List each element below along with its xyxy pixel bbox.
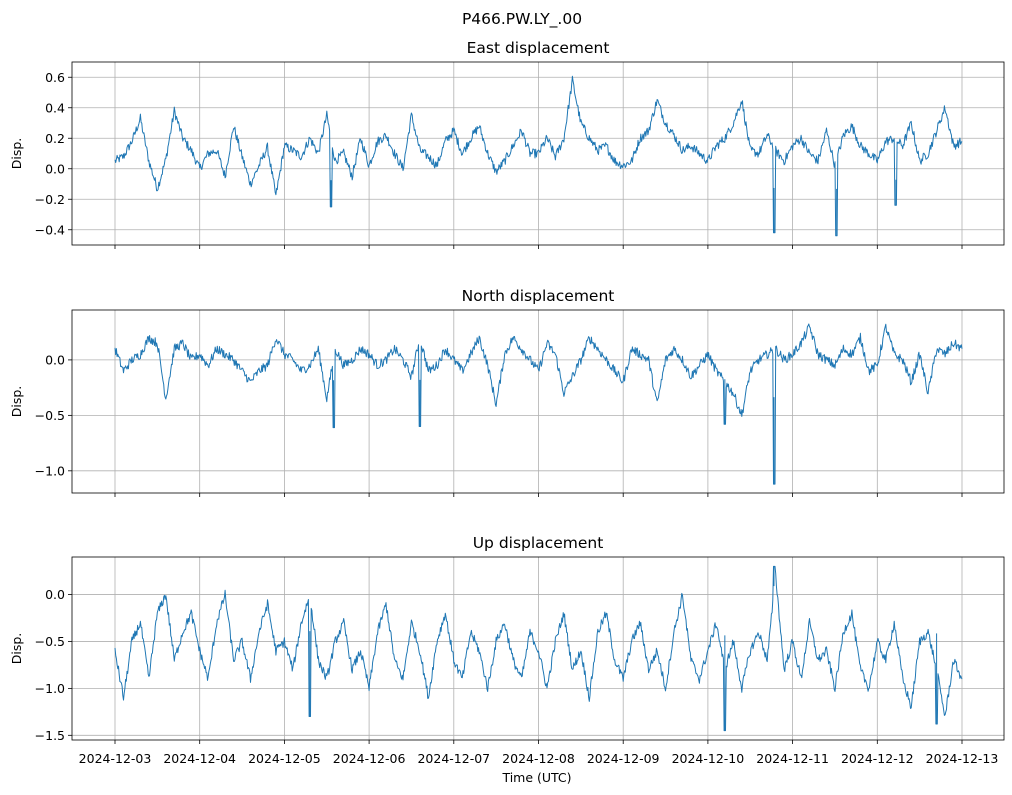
axes-frame [71,556,1005,741]
y-axis-label: Disp. [9,386,24,418]
y-axis-label: Disp. [9,138,24,170]
x-tick-label: 2024-12-13 [926,751,999,766]
up-panel: −1.5 −1.0 −0.5 0.0 Up displacement Disp. [9,534,1005,744]
east-panel: −0.4 −0.2 0.0 0.2 0.4 0.6 East displacement Dis… [9,39,1005,249]
displacement-series-line [114,565,963,732]
y-tick-label: 0.6 [45,70,65,85]
x-tick-label: 2024-12-04 [163,751,236,766]
x-tick-label: 2024-12-07 [417,751,490,766]
x-tick-label: 2024-12-12 [841,751,914,766]
y-tick-label: 0.0 [45,161,65,176]
x-axis-label: Time (UTC) [501,770,571,785]
x-tick-label: 2024-12-06 [333,751,406,766]
y-tick-label: 0.0 [45,352,65,367]
y-tick-label: −0.4 [35,222,65,237]
displacement-series-line [114,75,963,237]
axes-frame [71,61,1005,246]
y-tick-label: −1.0 [35,463,65,478]
x-tick-label: 2024-12-08 [502,751,575,766]
panel-title: North displacement [462,287,615,305]
panel-title: East displacement [467,39,610,57]
y-tick-label: 0.0 [45,587,65,602]
y-tick-label: −1.0 [35,681,65,696]
x-tick-label: 2024-12-10 [672,751,745,766]
y-tick-label: −1.5 [35,728,65,743]
y-tick-label: −0.5 [35,634,65,649]
x-tick-label: 2024-12-05 [248,751,321,766]
displacement-series-line [114,323,963,485]
x-tick-label: 2024-12-03 [79,751,152,766]
y-tick-label: −0.5 [35,408,65,423]
y-tick-label: −0.2 [35,192,65,207]
x-tick-label: 2024-12-11 [756,751,829,766]
north-panel: −1.0 −0.5 0.0 North displacement Disp. [9,287,1005,497]
x-tick-labels: 2024-12-03 2024-12-04 2024-12-05 2024-12-06… [79,751,999,766]
figure-title: P466.PW.LY_.00 [462,10,582,29]
x-tick-label: 2024-12-09 [587,751,660,766]
axes-frame [71,309,1005,494]
y-tick-label: 0.4 [45,100,65,115]
y-axis-label: Disp. [9,633,24,665]
y-tick-label: 0.2 [45,131,65,146]
panel-title: Up displacement [473,534,604,552]
